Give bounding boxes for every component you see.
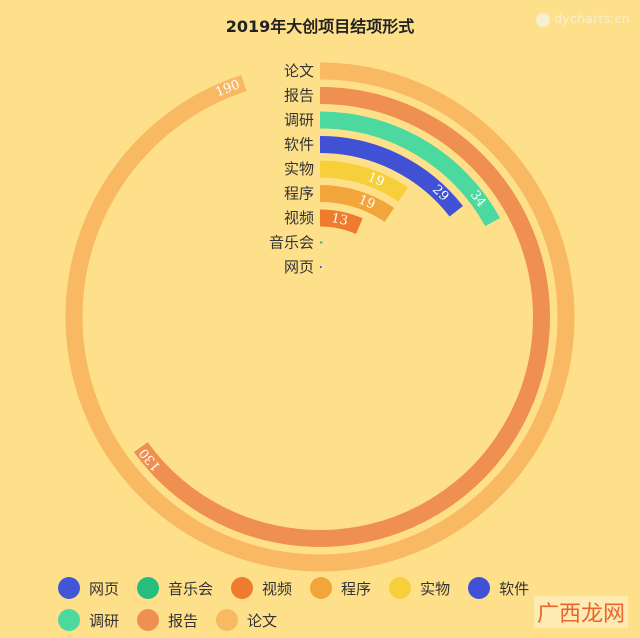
category-label: 音乐会 — [269, 234, 314, 252]
legend-label: 程序 — [341, 579, 372, 598]
legend-swatch — [58, 609, 80, 631]
legend-swatch — [216, 609, 239, 631]
legend-item[interactable]: 调研 — [58, 609, 119, 631]
legend-swatch — [389, 577, 412, 599]
bar-程序[interactable] — [319, 185, 395, 223]
legend-item[interactable]: 实物 — [389, 577, 450, 599]
category-label: 视频 — [284, 209, 314, 227]
category-label: 调研 — [284, 111, 314, 129]
legend-item[interactable]: 视频 — [231, 577, 292, 599]
legend-swatch — [137, 609, 160, 631]
bar-软件[interactable] — [319, 136, 464, 217]
legend-item[interactable]: 报告 — [137, 609, 198, 631]
legend-swatch — [137, 577, 160, 599]
legend: 网页 音乐会 视频 程序 实物 软件调研 报告 论文 — [58, 572, 618, 636]
legend-label: 调研 — [89, 611, 120, 630]
category-label: 程序 — [284, 185, 314, 203]
legend-swatch — [468, 577, 491, 599]
legend-item[interactable]: 音乐会 — [137, 577, 213, 599]
value-label: 19 — [365, 170, 386, 190]
watermark-text: dycharts.cn — [554, 12, 630, 26]
legend-swatch — [58, 577, 80, 599]
bar-论文[interactable] — [65, 62, 575, 572]
legend-label: 实物 — [420, 579, 451, 598]
value-label: 19 — [356, 193, 377, 213]
legend-item[interactable]: 程序 — [310, 577, 371, 599]
legend-swatch — [310, 577, 333, 599]
category-label: 实物 — [284, 160, 314, 178]
legend-label: 软件 — [499, 579, 530, 598]
category-label: 软件 — [284, 136, 314, 154]
bar-报告[interactable] — [133, 87, 550, 547]
logo-icon — [536, 12, 551, 27]
watermark: dycharts.cn — [536, 12, 630, 27]
category-label: 网页 — [284, 258, 314, 276]
category-label: 论文 — [284, 62, 314, 80]
watermark-bottom: 广西龙网 — [533, 596, 628, 628]
legend-label: 音乐会 — [168, 579, 214, 598]
legend-item[interactable]: 网页 — [58, 577, 119, 599]
legend-item[interactable]: 软件 — [468, 577, 529, 599]
value-label: 13 — [330, 211, 349, 229]
legend-row: 网页 音乐会 视频 程序 实物 软件 — [58, 572, 618, 604]
chart-title: 2019年大创项目结项形式 — [225, 17, 415, 36]
legend-row: 调研 报告 论文 — [58, 604, 618, 636]
bar-调研[interactable] — [319, 111, 501, 227]
bar-实物[interactable] — [319, 160, 408, 202]
bar-视频[interactable] — [319, 209, 363, 235]
legend-label: 论文 — [247, 611, 278, 630]
legend-label: 网页 — [89, 579, 120, 598]
category-label: 报告 — [284, 87, 314, 105]
legend-label: 视频 — [262, 579, 293, 598]
legend-item[interactable]: 论文 — [216, 609, 277, 631]
legend-label: 报告 — [168, 611, 199, 630]
legend-swatch — [231, 577, 254, 599]
